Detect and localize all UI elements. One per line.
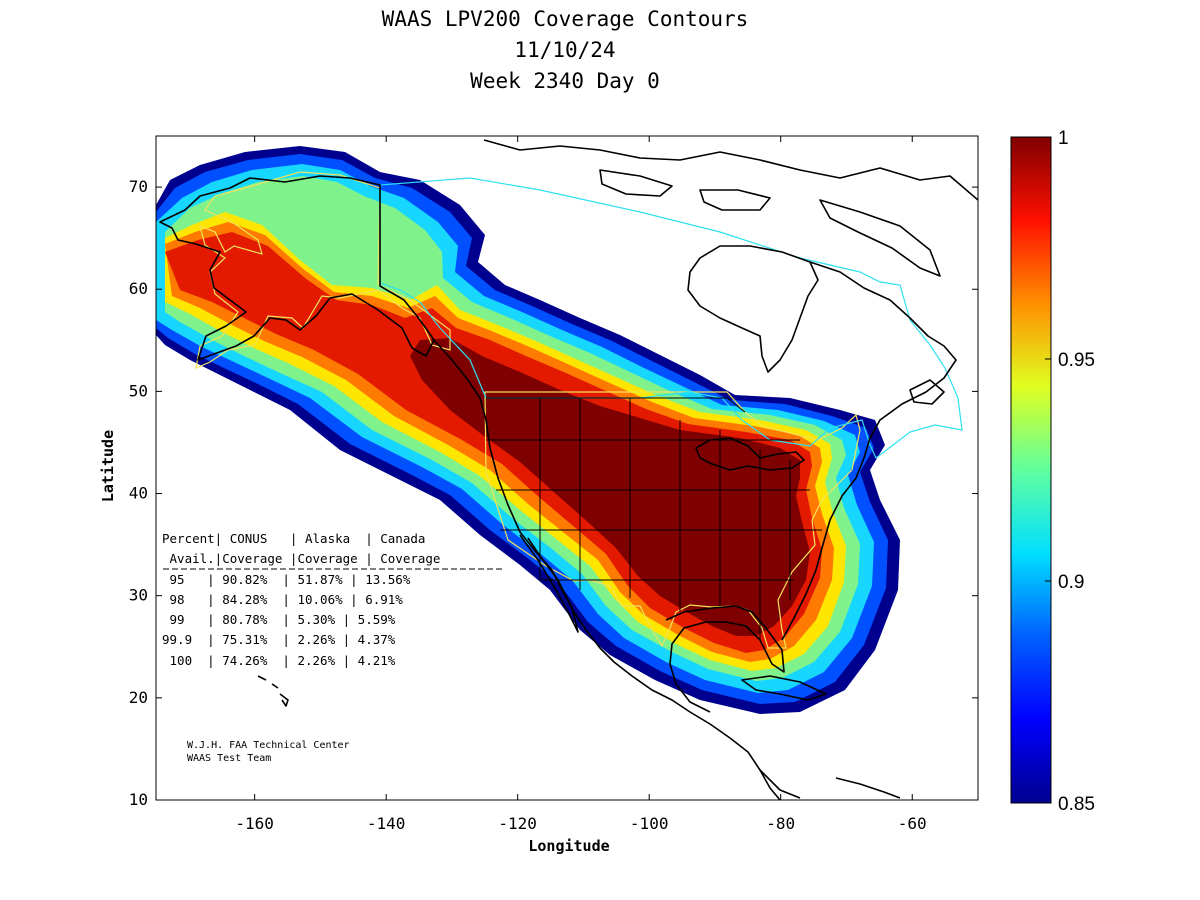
x-tick-label: -140 — [367, 814, 406, 833]
x-tick-label: -60 — [898, 814, 927, 833]
canada-area-outline — [379, 177, 963, 459]
table-row: 99 | 80.78% | 5.30% | 5.59% — [162, 612, 396, 627]
colorbar-tick-label: 0.85 — [1058, 794, 1095, 815]
central-america — [759, 769, 901, 799]
x-tick-label: -160 — [235, 814, 274, 833]
baja-california — [519, 534, 579, 633]
arctic-island-3 — [699, 189, 771, 211]
y-tick-label: 60 — [129, 279, 148, 298]
map-date: 11/10/24 — [514, 38, 615, 62]
table-header-2: Avail.|Coverage |Coverage | Coverage — [162, 551, 440, 566]
y-tick-label: 70 — [129, 177, 148, 196]
contour-band-1.0 — [410, 338, 810, 636]
colorbar-tick-label: 1 — [1058, 128, 1069, 149]
table-row: 99.9 | 75.31% | 2.26% | 4.37% — [162, 632, 396, 647]
colorbar — [1010, 136, 1052, 804]
waas-service-area-outline — [484, 391, 861, 649]
newfoundland — [909, 379, 945, 405]
y-tick-label: 20 — [129, 688, 148, 707]
y-tick-label: 40 — [129, 484, 148, 503]
hudson-bay — [687, 245, 819, 373]
state-boundaries — [379, 185, 822, 640]
table-row: 100 | 74.26% | 2.26% | 4.21% — [162, 653, 396, 668]
colorbar-tick-label: 0.9 — [1058, 572, 1084, 593]
atlantic-coast — [781, 261, 957, 641]
table-row: 95 | 90.82% | 51.87% | 13.56% — [162, 572, 411, 587]
great-lakes — [695, 437, 805, 471]
y-axis-ticks: 10 20 30 40 50 60 70 — [129, 177, 978, 809]
y-tick-label: 50 — [129, 381, 148, 400]
x-axis-label: Longitude — [528, 837, 609, 855]
x-axis-ticks: -160 -140 -120 -100 -80 -60 — [235, 136, 927, 833]
credit-line-2: WAAS Test Team — [187, 753, 271, 764]
x-tick-label: -120 — [498, 814, 537, 833]
x-tick-label: -80 — [766, 814, 795, 833]
y-tick-label: 10 — [129, 790, 148, 809]
map-week-day: Week 2340 Day 0 — [470, 69, 660, 93]
map-panel — [156, 136, 978, 800]
table-row: 98 | 84.28% | 10.06% | 6.91% — [162, 592, 403, 607]
y-axis-label: Latitude — [99, 430, 117, 502]
alaska-coastline — [159, 175, 435, 361]
map-title: WAAS LPV200 Coverage Contours — [382, 7, 749, 31]
colorbar-tick-label: 0.95 — [1058, 350, 1095, 371]
arctic-islands — [483, 139, 978, 201]
colorbar-ticks: 1 0.95 0.9 0.85 — [1045, 128, 1095, 815]
credit-line-1: W.J.H. FAA Technical Center — [187, 740, 350, 751]
north-america-west-coast — [433, 339, 781, 800]
y-tick-label: 30 — [129, 586, 148, 605]
cuba — [741, 675, 827, 701]
hawaii — [257, 675, 289, 707]
coverage-table: Percent| CONUS | Alaska | Canada Avail.|… — [162, 531, 502, 668]
table-header-1: Percent| CONUS | Alaska | Canada — [162, 531, 425, 546]
x-tick-label: -100 — [630, 814, 669, 833]
baffin-island — [819, 199, 941, 277]
arctic-island-2 — [599, 169, 673, 197]
map-frame — [155, 135, 979, 801]
